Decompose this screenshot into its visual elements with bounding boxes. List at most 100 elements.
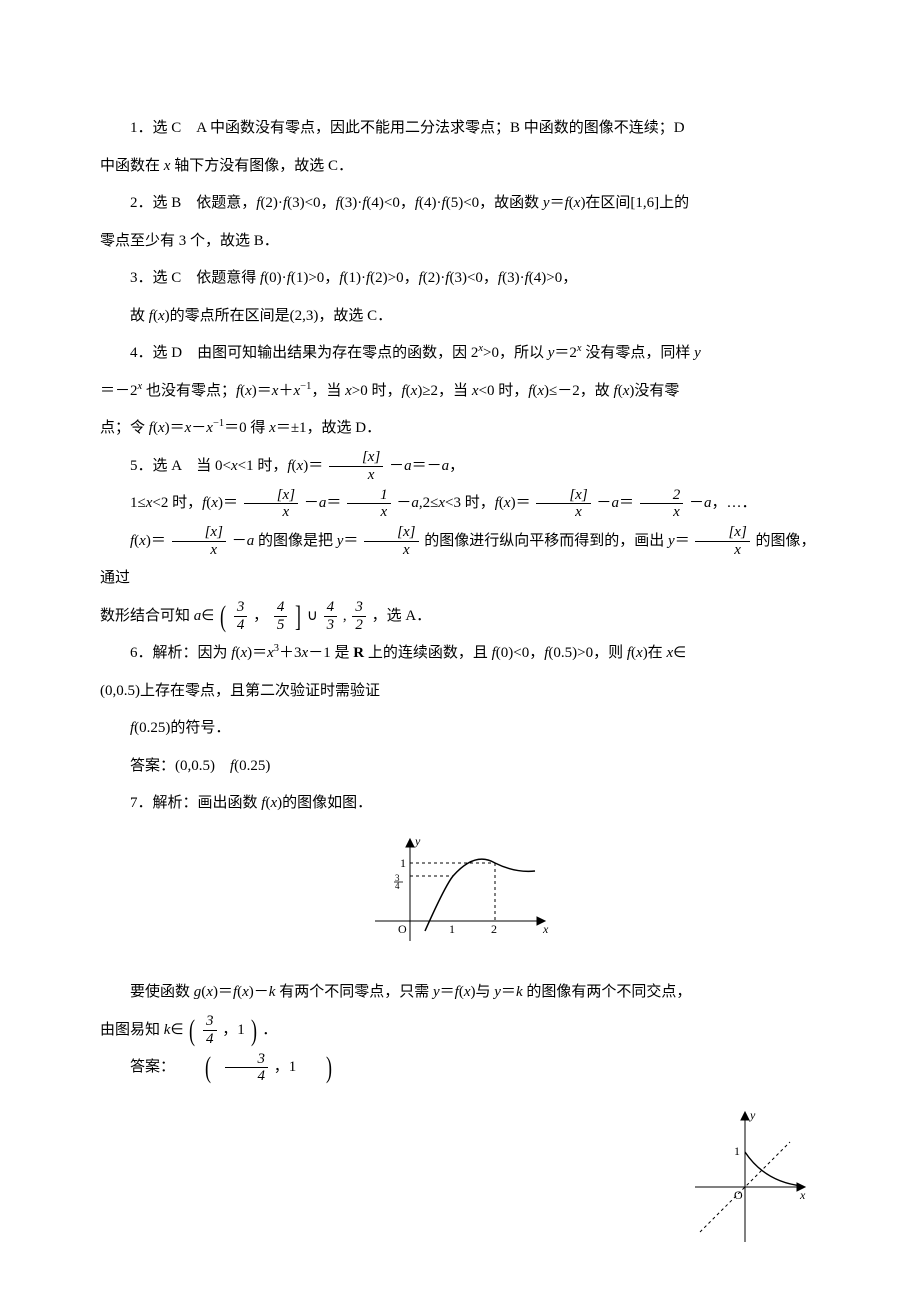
text: ＝	[343, 533, 358, 549]
text: ＝	[501, 984, 516, 1000]
q6-answer: 答案：(0,0.5) f(0.25)	[100, 748, 820, 786]
den: x	[695, 542, 749, 559]
text: 答案：	[130, 1059, 175, 1075]
text: )＝	[213, 984, 233, 1000]
label-2x: 2	[491, 922, 497, 936]
var-x: x	[231, 458, 238, 474]
den: x	[244, 504, 298, 521]
text: 数形结合可知	[100, 608, 194, 624]
text: 点；令	[100, 420, 149, 436]
var-x: x	[158, 308, 165, 324]
frac-34: 34	[225, 1051, 269, 1085]
text: (0.25)的符号．	[134, 720, 230, 736]
text: 上的连续函数，且	[364, 645, 492, 661]
label-1x: 1	[449, 922, 455, 936]
label-1: 1	[734, 1144, 740, 1158]
text: －	[396, 495, 411, 511]
frac-bx: [x]x	[329, 449, 383, 483]
var-x: x	[158, 420, 165, 436]
text: －	[596, 495, 611, 511]
text: (0.5)>0，则	[548, 645, 626, 661]
den: 4	[203, 1031, 217, 1048]
var-x: x	[206, 420, 213, 436]
text: (1)>0，	[291, 270, 339, 286]
text: <0 时，	[478, 383, 528, 399]
q6-line3: f(0.25)的符号．	[100, 710, 820, 748]
text: (2)·	[260, 195, 283, 211]
q2-line1: 2．选 B 依题意，f(2)·f(3)<0，f(3)·f(4)<0，f(4)·f…	[100, 185, 820, 223]
text: )≤－2，故	[544, 383, 613, 399]
text: )＝	[303, 458, 323, 474]
num: 3	[234, 599, 248, 617]
num: [x]	[536, 487, 590, 505]
frac-34: 34	[234, 599, 248, 633]
label-x: x	[799, 1188, 806, 1202]
num: 2	[640, 487, 684, 505]
text: 有两个不同零点，只需	[275, 984, 433, 1000]
var-a: a	[404, 458, 412, 474]
text: 也没有零点；	[142, 383, 236, 399]
q3-line2: 故 f(x)的零点所在区间是(2,3)，故选 C．	[100, 298, 820, 336]
var-x: x	[206, 984, 213, 1000]
text: (4)<0，	[366, 195, 414, 211]
den: x	[640, 504, 684, 521]
text: ＝2	[554, 345, 577, 361]
num: 3	[203, 1013, 217, 1031]
text: －	[232, 533, 247, 549]
q7-line3: 由图易知 k∈ ( 34 ，1 ) ．	[100, 1012, 820, 1050]
text: 故	[130, 308, 149, 324]
text: ＝0 得	[224, 420, 269, 436]
text: 要使函数	[130, 984, 194, 1000]
text: ，	[449, 458, 464, 474]
num: [x]	[329, 449, 383, 467]
q1-line1: 1．选 C A 中函数没有零点，因此不能用二分法求零点；B 中函数的图像不连续；…	[100, 110, 820, 148]
text: (5)<0，故函数	[446, 195, 543, 211]
text: －	[304, 495, 319, 511]
text: ，…．	[711, 495, 756, 511]
var-a: a	[411, 495, 419, 511]
bracket-left: (	[220, 603, 226, 630]
text: ∪	[307, 608, 318, 624]
text: 的图像是把	[254, 533, 337, 549]
text: 2．选 B 依题意，	[130, 195, 256, 211]
q6-line1: 6．解析：因为 f(x)＝x3＋3x－1 是 R 上的连续函数，且 f(0)<0…	[100, 635, 820, 673]
text: ,2≤	[419, 495, 438, 511]
text: )＝	[165, 420, 185, 436]
text: (3)·	[502, 270, 525, 286]
bracket-left: (	[189, 1017, 195, 1044]
text: )在	[643, 645, 667, 661]
den: 2	[352, 617, 366, 634]
frac-34: 34	[203, 1013, 217, 1047]
var-x: x	[464, 984, 471, 1000]
frac-32: 32	[352, 599, 366, 633]
frac-45: 45	[274, 599, 288, 633]
q4-line1: 4．选 D 由图可知输出结果为存在零点的函数，因 2x>0，所以 y＝2x 没有…	[100, 335, 820, 373]
text: (3)<0，	[287, 195, 335, 211]
text: ＝±1，故选 D．	[276, 420, 381, 436]
frac-bx: [x]x	[364, 524, 418, 558]
q5-line3: f(x)＝ [x]x －a 的图像是把 y＝ [x]x 的图像进行纵向平移而得到…	[100, 523, 820, 598]
label-x: x	[542, 922, 549, 936]
text: (4)·	[419, 195, 442, 211]
var-x: x	[345, 383, 352, 399]
var-y: y	[543, 195, 550, 211]
text: (1)·	[343, 270, 366, 286]
text: ＝－	[412, 458, 442, 474]
text: 5．选 A 当 0<	[130, 458, 231, 474]
text: 的图像有两个不同交点，	[523, 984, 692, 1000]
text: )在区间[1,6]上的	[580, 195, 689, 211]
den: x	[347, 504, 391, 521]
text: ＝	[675, 533, 690, 549]
bracket-right: )	[308, 1054, 332, 1081]
bracket-left: (	[187, 1054, 211, 1081]
text: －	[389, 458, 404, 474]
text: ＝－2	[100, 383, 138, 399]
text: )没有零	[629, 383, 679, 399]
text: ＝	[440, 984, 455, 1000]
var-x: x	[139, 533, 146, 549]
text: 1．选 C A 中函数没有零点，因此不能用二分法求零点；B 中函数的图像不连续；…	[130, 120, 685, 136]
den: 4	[225, 1068, 269, 1085]
label-y: y	[749, 1108, 756, 1122]
den: 5	[274, 617, 288, 634]
var-a: a	[611, 495, 619, 511]
